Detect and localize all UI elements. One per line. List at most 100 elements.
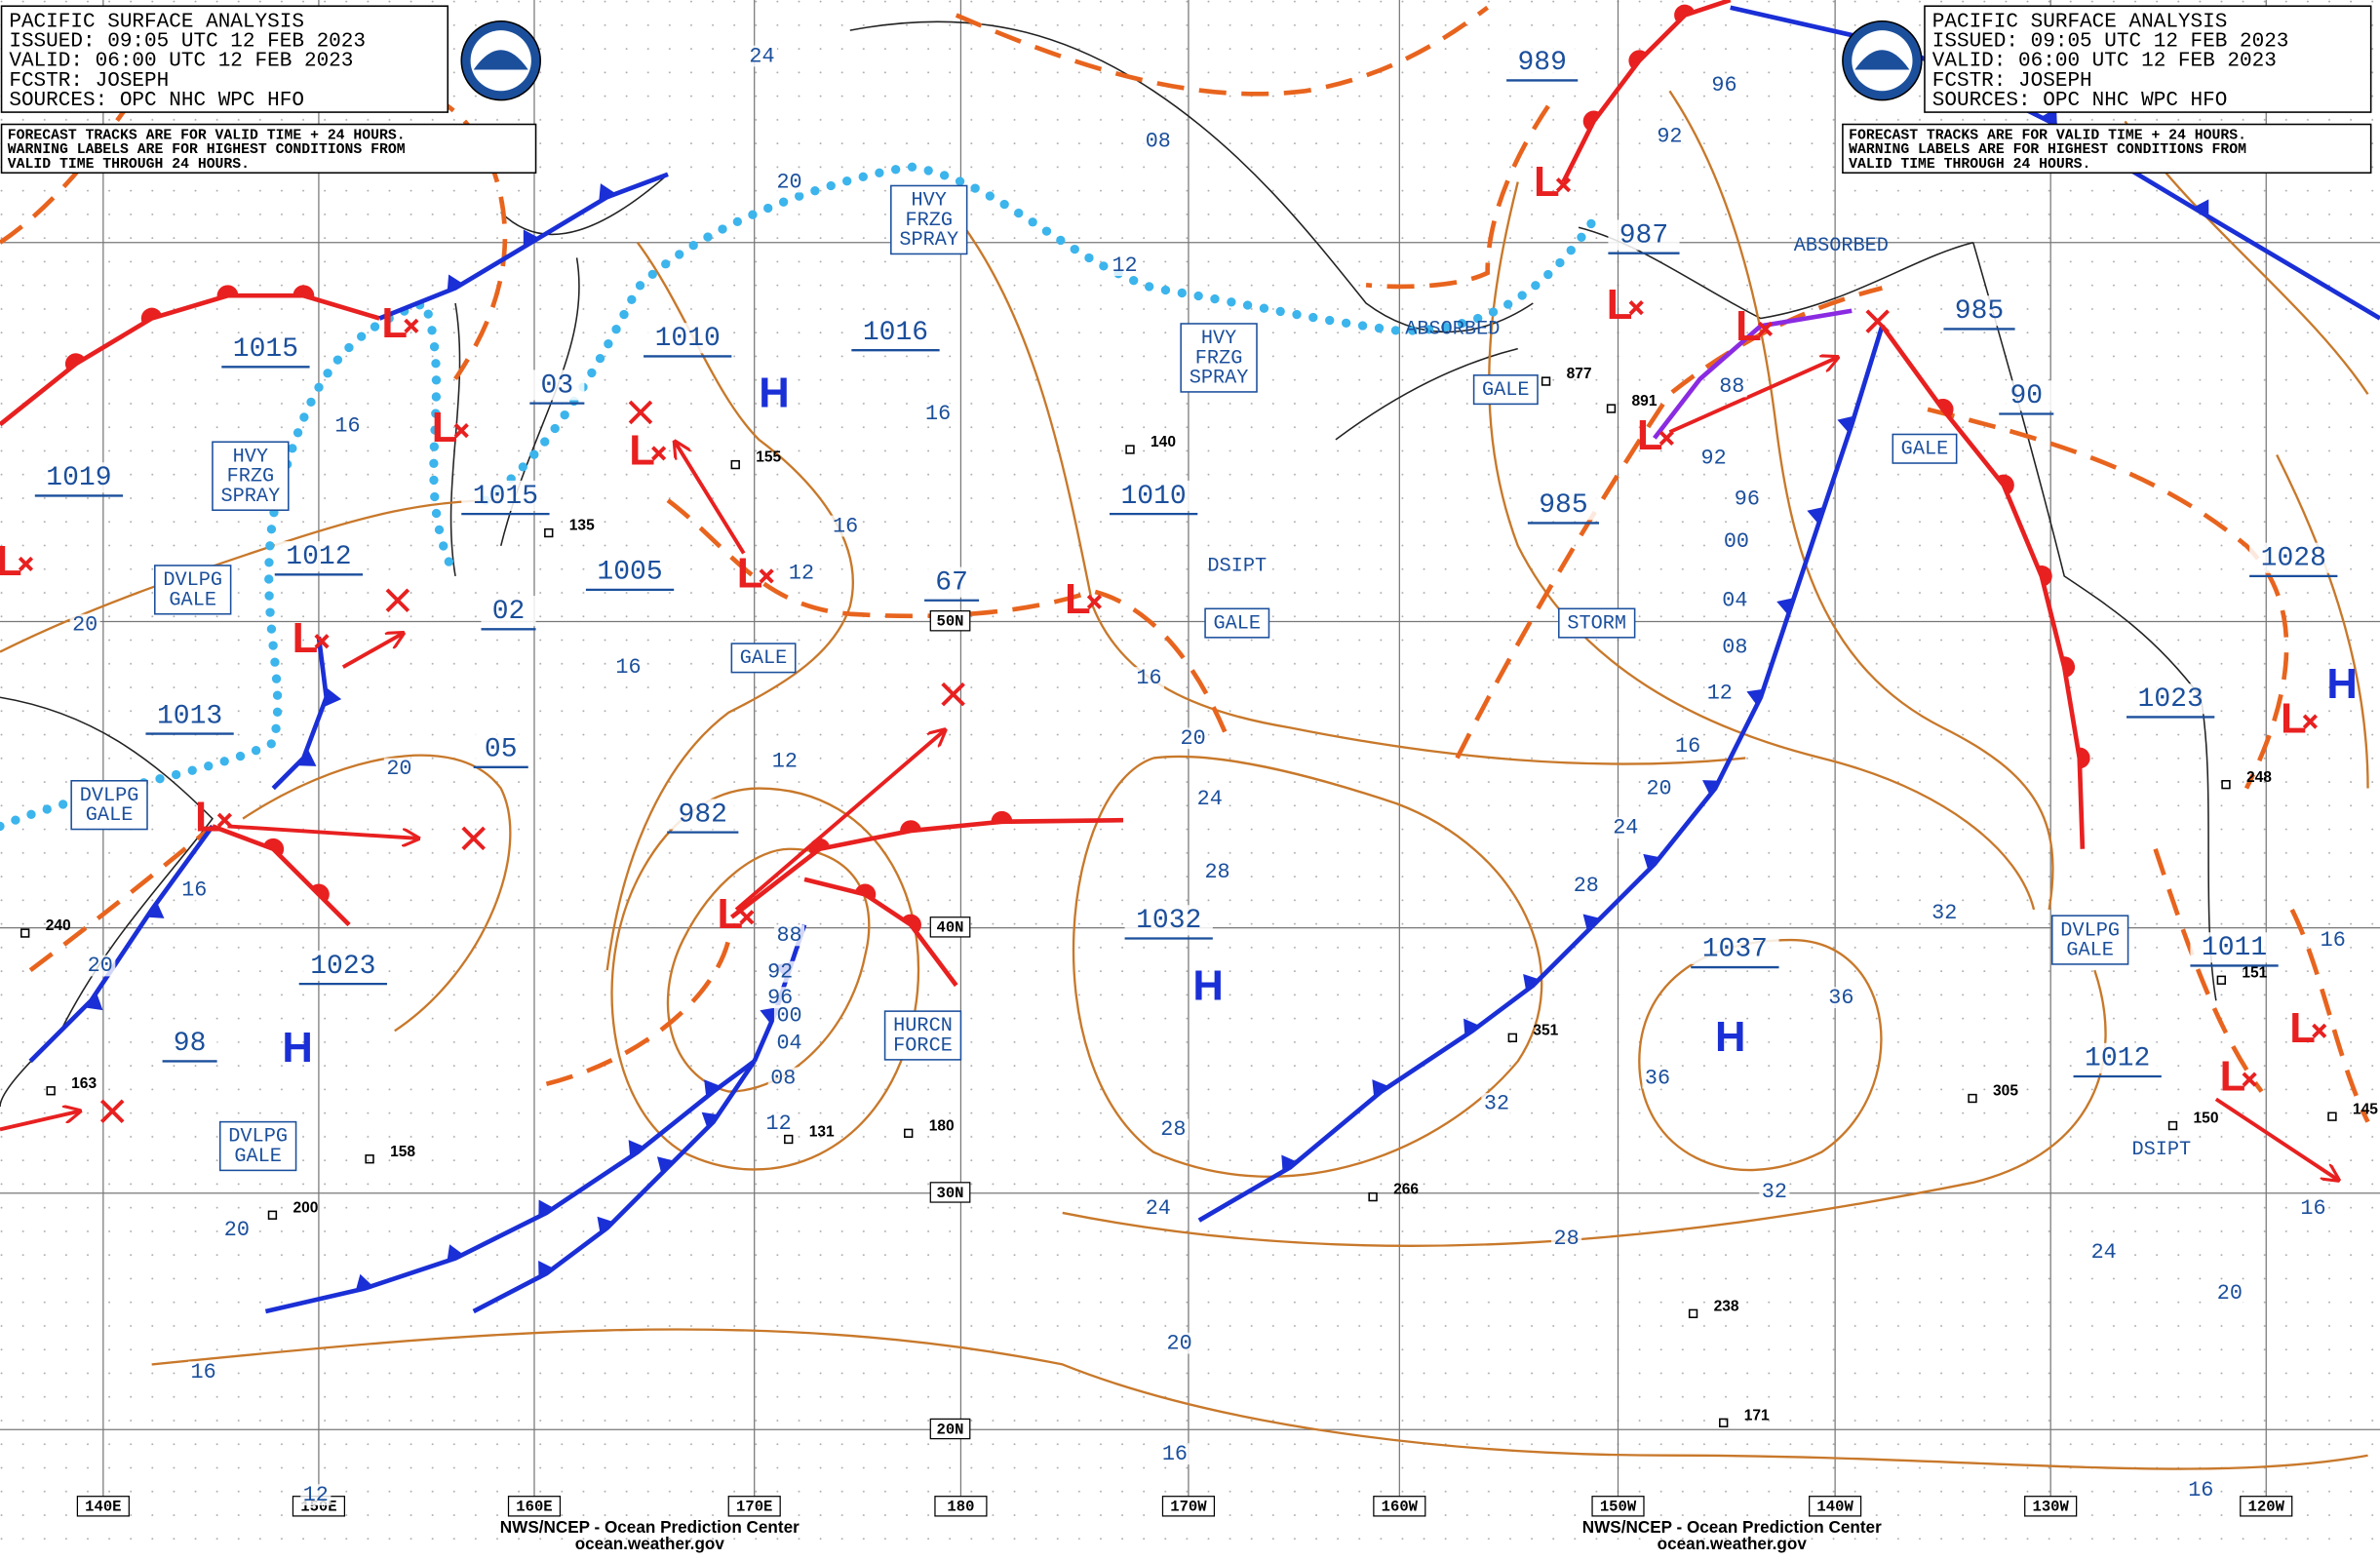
center-pressure: 987 [1619,220,1668,251]
center-bg [1527,489,1600,521]
isobar-label: 08 [1722,636,1747,660]
warning-box [154,565,232,615]
low-center: L [293,615,319,662]
isobar-label-bg [1719,589,1750,611]
isobar-label-bg [773,1004,805,1027]
warning-box [218,1120,297,1172]
center-bg [1608,219,1680,251]
center-pressure: 982 [679,800,727,830]
isobar-label: 20 [88,954,113,978]
header-note: VALID TIME THROUGH 24 HOURS. [8,157,250,173]
isobar-label-bg [300,1484,332,1506]
isobar-label-bg [1551,1228,1582,1250]
warning-box [730,643,797,674]
isobar-label-bg [2214,1282,2245,1305]
isobar-label: 24 [1197,787,1223,811]
isobar-label: 16 [1162,1442,1188,1466]
center-pressure: 1011 [2202,933,2267,963]
low-x [216,812,233,828]
longitude-label: 150W [1600,1499,1637,1516]
isobar-label: 16 [191,1360,216,1384]
station-pressure: 877 [1567,366,1592,382]
header-note: FORECAST TRACKS ARE FOR VALID TIME + 24 … [8,128,406,143]
center-bg [473,733,528,764]
center-bg [162,1028,217,1059]
isobar-label: 20 [386,757,411,781]
isobar-label-bg [1201,861,1233,882]
center-pressure: 05 [485,735,518,765]
low-x [759,568,774,584]
low-x [1628,300,1644,316]
center-bg [1124,905,1213,936]
warning-label: DVLPG [80,785,139,807]
station-pressure: 140 [1151,434,1176,450]
low-x [651,446,667,461]
station-symbol [544,527,554,538]
footer-text: ocean.weather.gov [575,1535,725,1553]
isobar-label-bg [1759,1181,1790,1203]
high-center: H [282,1025,312,1072]
center-pressure: 1032 [1136,906,1201,936]
isobar-label-bg [1929,902,1960,923]
isobar-label: 88 [1719,374,1744,399]
isobar-label-bg [1654,126,1686,147]
isobar-label: 92 [1657,125,1682,149]
center-bg [851,316,940,348]
station-pressure: 248 [2246,769,2272,786]
station-pressure: 171 [1744,1407,1770,1424]
center-bg [644,323,732,354]
longitude-label: 170W [1170,1499,1207,1516]
warning-label: HURCN [893,1015,953,1037]
header-line: ISSUED: 09:05 UTC 12 FEB 2023 [1932,31,2289,54]
isobar-label-bg [1109,254,1141,276]
isobar-label-bg [1698,447,1730,469]
isobar-label-bg [2297,1197,2329,1220]
isobar-label: 16 [925,402,951,426]
isobar-label-bg [85,955,116,977]
station-symbol [46,1086,56,1096]
isobar-label-bg [773,1032,805,1054]
low-x [1757,321,1774,337]
isobar-label-bg [1719,637,1750,658]
latitude-label: 20N [937,1421,964,1438]
longitude-box [76,1496,130,1517]
isobar-label: 08 [770,1066,796,1090]
isobar-label: 20 [1167,1331,1192,1355]
warning-label: GALE [2066,939,2114,961]
isobar-label-bg [1672,735,1703,757]
station-symbol [365,1154,374,1164]
isobar-label-bg [1178,727,1209,750]
low-x [404,318,419,333]
warning-label: GALE [1482,379,1530,402]
status-label: DSIPT [1207,555,1267,577]
header-line: FCSTR: JOSEPH [9,70,169,93]
isobar-label: 20 [72,612,98,637]
center-pressure: 989 [1517,48,1566,78]
isobar-label-bg [188,1361,219,1384]
dissipated-marks [99,309,1890,1124]
isobar-label-bg [786,562,817,584]
warning-box [1892,433,1958,464]
warning-box [2050,915,2129,965]
longitude-label: 120W [2248,1499,2285,1516]
longitude-box [2240,1496,2293,1517]
station-pressure: 240 [46,917,71,934]
warning-label: HVY [233,446,268,468]
station-pressure: 891 [1632,393,1658,410]
isobar-label: 88 [776,923,801,948]
isobar-label: 16 [615,655,641,680]
high-center: H [2326,661,2357,708]
station-pressure: 266 [1393,1182,1419,1198]
longitude-box [934,1496,988,1517]
header-note: WARNING LABELS ARE FOR HIGHEST CONDITION… [1849,142,2246,158]
longitude-label: 180 [947,1499,974,1516]
center-bg [1691,933,1779,964]
center-pressure: 03 [541,370,574,401]
warning-box [70,780,148,831]
longitude-label: 170E [736,1499,772,1516]
header-note: VALID TIME THROUGH 24 HOURS. [1849,157,2090,173]
station-symbol [904,1128,914,1138]
station-pressure: 180 [929,1117,955,1134]
isobar-label-bg [1708,74,1740,96]
isobar-label-bg [1643,777,1675,800]
